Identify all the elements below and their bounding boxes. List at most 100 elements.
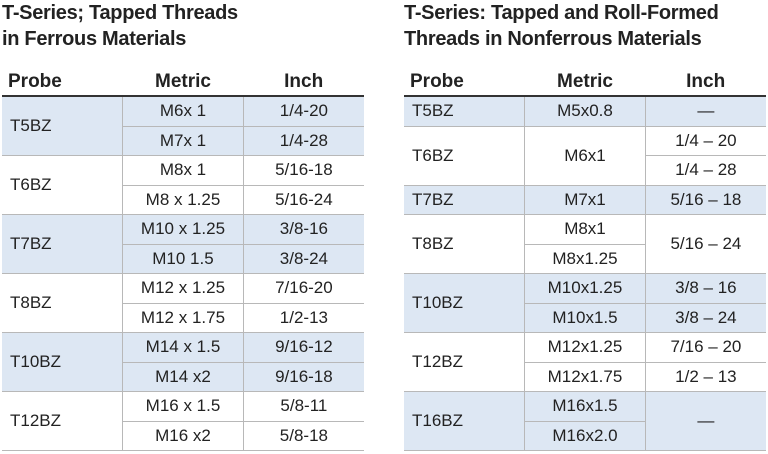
inch-cell: 5/16-24 bbox=[242, 184, 364, 215]
title-line: Threads in Nonferrous Materials bbox=[404, 28, 702, 50]
body-row: T12BZ M16 x 1.5 5/8-11 bbox=[2, 391, 364, 451]
table-title: T-Series: Tapped and Roll-Formed Threads … bbox=[404, 0, 766, 60]
thread-table: Probe Metric Inch T5BZ M6x 1 1/4-20 M7x 1 1/4-2… bbox=[2, 68, 364, 451]
inch-cell: 3/8 – 24 bbox=[644, 302, 766, 333]
body-row: T6BZ M6x1 1/4 – 20 bbox=[404, 125, 766, 186]
body-row: T10BZ M14 x 1.5 9/16-12 bbox=[2, 332, 364, 392]
probe-cell: T7BZ bbox=[404, 184, 526, 215]
title-line: T-Series; Tapped Threads bbox=[2, 2, 238, 24]
inch-cell: 7/16-20 bbox=[242, 273, 364, 304]
inch-cell: 5/16 – 18 bbox=[644, 184, 766, 215]
metric-cell: M8x1 bbox=[524, 214, 646, 245]
metric-cell: M14 x2 bbox=[122, 361, 244, 392]
metric-cell: M12 x 1.75 bbox=[122, 302, 244, 333]
body-row: M14 x2 9/16-18 bbox=[2, 361, 364, 392]
probe-cell: T6BZ bbox=[404, 125, 526, 186]
metric-cell: M16x2.0 bbox=[524, 420, 646, 451]
inch-cell: 3/8 – 16 bbox=[644, 273, 766, 304]
thread-table: Probe Metric Inch T5BZ M5x0.8— T6BZ M6x1 1/4 – … bbox=[404, 68, 766, 451]
metric-cell: M7x 1 bbox=[122, 125, 244, 156]
column-header: Probe bbox=[404, 68, 525, 97]
body-row: T7BZ M7x1 5/16 – 18 bbox=[404, 184, 766, 215]
body-row: M10 1.5 3/8-24 bbox=[2, 243, 364, 274]
body-row: T8BZ M8x1 5/16 – 24 bbox=[404, 214, 766, 274]
inch-cell: — bbox=[644, 95, 766, 127]
inch-cell: 9/16-12 bbox=[242, 332, 364, 363]
inch-cell: 5/16 – 24 bbox=[644, 214, 766, 274]
probe-cell: T10BZ bbox=[2, 332, 124, 392]
inch-cell: 1/4-20 bbox=[242, 95, 364, 127]
body-row: 1/4 – 28 bbox=[404, 155, 766, 186]
body-row: T7BZ M10 x 1.25 3/8-16 bbox=[2, 214, 364, 274]
metric-cell: M12x1.75 bbox=[524, 361, 646, 392]
metric-cell: M10 x 1.25 bbox=[122, 214, 244, 245]
inch-cell: 1/4-28 bbox=[242, 125, 364, 156]
metric-cell: M16x1.5 bbox=[524, 391, 646, 422]
probe-cell: T10BZ bbox=[404, 273, 526, 333]
inch-cell: 7/16 – 20 bbox=[644, 332, 766, 363]
column-header: Inch bbox=[645, 68, 766, 97]
body-row: M8 x 1.25 5/16-24 bbox=[2, 184, 364, 215]
metric-cell: M12x1.25 bbox=[524, 332, 646, 363]
inch-cell: 5/16-18 bbox=[242, 155, 364, 186]
probe-cell: T7BZ bbox=[2, 214, 124, 274]
probe-cell: T8BZ bbox=[2, 273, 124, 333]
body-row: M16 x2 5/8-18 bbox=[2, 420, 364, 451]
body-row: M10x1.5 3/8 – 24 bbox=[404, 302, 766, 333]
title-line: T-Series: Tapped and Roll-Formed bbox=[404, 2, 719, 24]
inch-cell: 3/8-16 bbox=[242, 214, 364, 245]
inch-cell: 5/8-11 bbox=[242, 391, 364, 422]
header-row: Probe Metric Inch bbox=[404, 68, 766, 97]
table-title: T-Series; Tapped Threads in Ferrous Mater… bbox=[2, 0, 364, 60]
inch-cell: 9/16-18 bbox=[242, 361, 364, 392]
metric-cell: M8x1.25 bbox=[524, 243, 646, 274]
inch-cell: 5/8-18 bbox=[242, 420, 364, 451]
metric-cell: M8x 1 bbox=[122, 155, 244, 186]
inch-cell: 1/4 – 28 bbox=[644, 155, 766, 186]
body-row: T5BZ M6x 1 1/4-20 bbox=[2, 95, 364, 156]
probe-cell: T16BZ bbox=[404, 391, 526, 451]
body-row: T12BZ M12x1.25 7/16 – 20 bbox=[404, 332, 766, 392]
title-line: in Ferrous Materials bbox=[2, 28, 187, 50]
column-header: Metric bbox=[122, 68, 244, 97]
metric-cell: M16 x2 bbox=[122, 420, 244, 451]
body-row: M16x2.0 bbox=[404, 420, 766, 451]
probe-cell: T5BZ bbox=[404, 95, 526, 127]
metric-cell: M10 1.5 bbox=[122, 243, 244, 274]
metric-cell: M10x1.25 bbox=[524, 273, 646, 304]
header-row: Probe Metric Inch bbox=[2, 68, 364, 97]
inch-cell: 1/2 – 13 bbox=[644, 361, 766, 392]
column-header: Metric bbox=[524, 68, 646, 97]
body-row: M8x1.25 bbox=[404, 243, 766, 274]
column-header: Inch bbox=[243, 68, 364, 97]
metric-cell: M10x1.5 bbox=[524, 302, 646, 333]
body-row: T8BZ M12 x 1.25 7/16-20 bbox=[2, 273, 364, 333]
probe-cell: T12BZ bbox=[2, 391, 124, 451]
body-row: M12 x 1.75 1/2-13 bbox=[2, 302, 364, 333]
probe-cell: T8BZ bbox=[404, 214, 526, 274]
inch-cell: 1/2-13 bbox=[242, 302, 364, 333]
table-panel: T-Series: Tapped and Roll-Formed Threads … bbox=[404, 0, 766, 451]
metric-cell: M7x1 bbox=[524, 184, 646, 215]
probe-cell: T5BZ bbox=[2, 95, 124, 156]
table-panel: T-Series; Tapped Threads in Ferrous Mater… bbox=[2, 0, 364, 451]
metric-cell: M5x0.8 bbox=[524, 95, 646, 127]
metric-cell: M6x1 bbox=[524, 125, 646, 186]
body-row: T5BZ M5x0.8— bbox=[404, 95, 766, 127]
body-row: T6BZ M8x 1 5/16-18 bbox=[2, 155, 364, 215]
body-row: T10BZ M10x1.25 3/8 – 16 bbox=[404, 273, 766, 333]
column-header: Probe bbox=[2, 68, 123, 97]
probe-cell: T12BZ bbox=[404, 332, 526, 392]
metric-cell: M14 x 1.5 bbox=[122, 332, 244, 363]
inch-cell: 3/8-24 bbox=[242, 243, 364, 274]
probe-cell: T6BZ bbox=[2, 155, 124, 215]
inch-cell: — bbox=[644, 391, 766, 451]
metric-cell: M6x 1 bbox=[122, 95, 244, 127]
body-row: T16BZ M16x1.5— bbox=[404, 391, 766, 451]
metric-cell: M8 x 1.25 bbox=[122, 184, 244, 215]
metric-cell: M16 x 1.5 bbox=[122, 391, 244, 422]
metric-cell: M12 x 1.25 bbox=[122, 273, 244, 304]
inch-cell: 1/4 – 20 bbox=[644, 125, 766, 156]
body-row: M12x1.75 1/2 – 13 bbox=[404, 361, 766, 392]
